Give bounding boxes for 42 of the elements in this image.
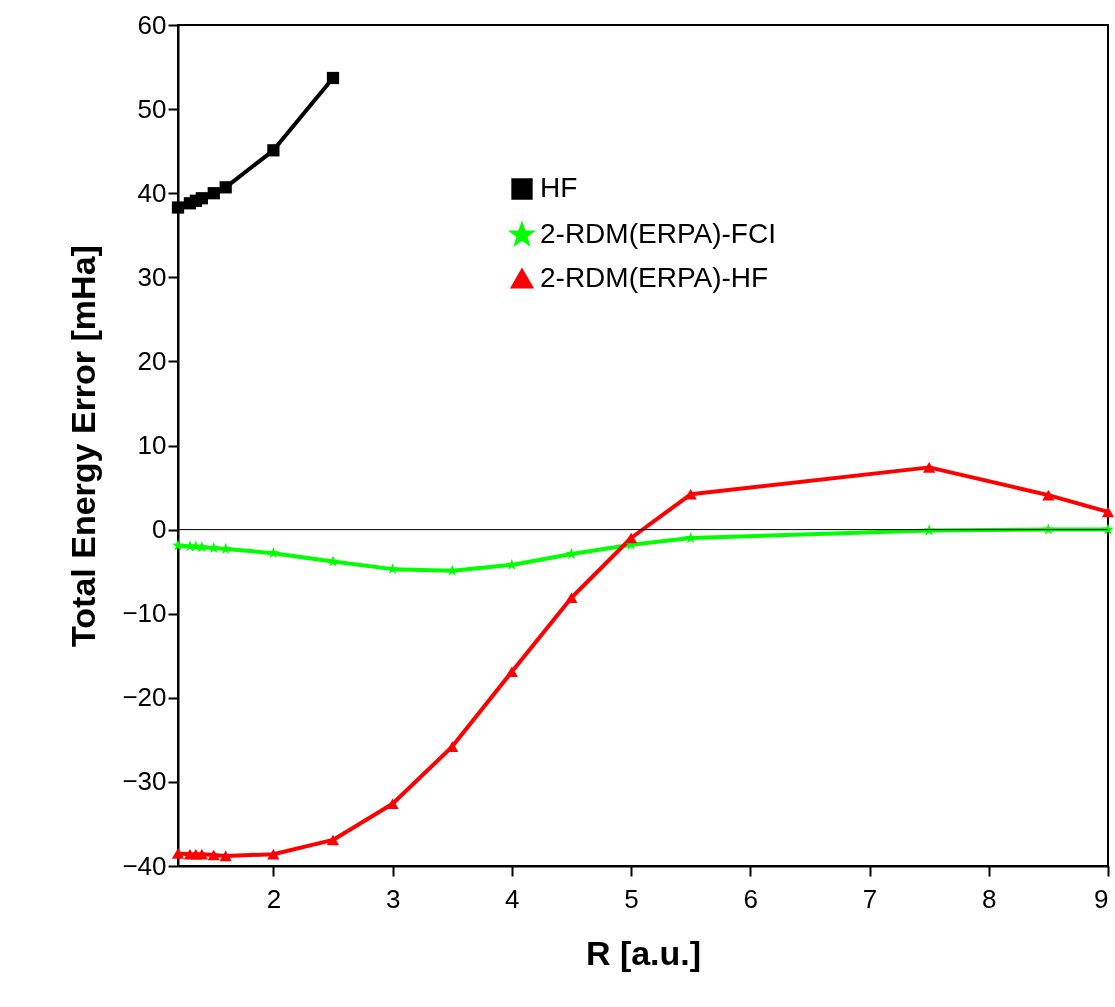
y-tick-label: −40 [122, 850, 167, 881]
x-tick-label: 6 [743, 883, 759, 914]
y-tick-label: 10 [137, 430, 167, 460]
x-tick-label: 2 [266, 883, 282, 914]
point [505, 666, 518, 678]
point [624, 532, 638, 544]
y-axis-title: Total Energy Error [mHa] [64, 245, 103, 647]
x-tick-label: 4 [505, 883, 520, 914]
point [326, 71, 340, 85]
x-tick-label: 3 [385, 883, 401, 914]
legend-label: 2-RDM(ERPA)-FCI [540, 218, 776, 249]
x-tick-label: 7 [862, 883, 878, 914]
x-tick-label: 5 [624, 883, 639, 914]
point [195, 192, 208, 205]
point [219, 850, 232, 862]
y-tick-label: −30 [122, 766, 167, 797]
point [171, 201, 185, 214]
point [171, 848, 185, 859]
point [219, 181, 232, 194]
y-tick-label: 60 [137, 9, 167, 40]
point [267, 144, 280, 157]
point [326, 834, 340, 846]
point [195, 848, 208, 860]
point [207, 187, 220, 200]
point [565, 592, 578, 604]
point [1042, 489, 1055, 501]
y-tick-label: 20 [137, 345, 167, 376]
y-tick-label: −10 [122, 598, 167, 629]
legend-label: 2-RDM(ERPA)-HF [540, 262, 769, 293]
x-tick-label: 8 [982, 883, 997, 914]
y-tick-label: 40 [137, 177, 167, 208]
point [1101, 506, 1115, 518]
point [267, 848, 280, 860]
y-tick-label: 30 [137, 261, 167, 292]
y-tick-label: 50 [137, 93, 167, 124]
point [207, 849, 220, 861]
y-tick-label: 0 [152, 514, 167, 545]
x-tick-label: 9 [1094, 883, 1109, 914]
point [923, 462, 936, 473]
legend-label: HF [540, 172, 578, 203]
x-axis-title: R [a.u.] [585, 933, 702, 972]
y-tick-label: −20 [122, 682, 167, 713]
